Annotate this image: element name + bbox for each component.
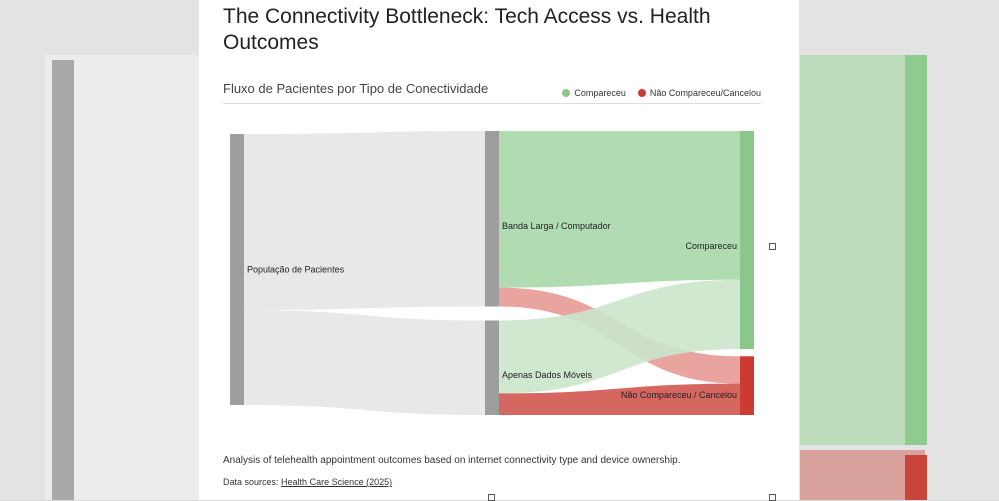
- legend-item-missed: Não Compareceu/Cancelou: [637, 88, 761, 98]
- legend-label-attended: Compareceu: [574, 88, 626, 98]
- link-mobile-to-missed[interactable]: [499, 383, 740, 415]
- legend-dot-missed: [637, 89, 646, 97]
- link-mobile-to-attended[interactable]: [499, 279, 740, 394]
- chart-title: Fluxo de Pacientes por Tipo de Conectivi…: [223, 81, 489, 96]
- sankey-nodes: [230, 131, 754, 415]
- node-missed[interactable]: [740, 356, 754, 415]
- legend-label-missed: Não Compareceu/Cancelou: [649, 88, 761, 98]
- sankey-chart: População de Pacientes Banda Larga / Comp…: [230, 131, 754, 415]
- node-marker-square: [769, 243, 776, 250]
- background-bar-left: [52, 60, 74, 500]
- data-sources: Data sources: Health Care Science (2025): [223, 477, 392, 487]
- node-label-missed: Não Compareceu / Cancelou: [621, 390, 737, 400]
- page-title: The Connectivity Bottleneck: Tech Access…: [223, 5, 711, 54]
- title-divider: [223, 103, 761, 104]
- node-mobile[interactable]: [485, 320, 499, 416]
- sources-label: Data sources:: [223, 477, 279, 487]
- node-label-pop: População de Pacientes: [247, 265, 345, 275]
- node-broad[interactable]: [485, 131, 499, 307]
- node-pop[interactable]: [230, 134, 244, 405]
- chart-description: Analysis of telehealth appointment outco…: [223, 455, 681, 466]
- node-attended[interactable]: [740, 131, 754, 350]
- legend-item-attended: Compareceu: [562, 88, 626, 98]
- background-bar-right-bottom: [905, 455, 927, 500]
- background-panel-right-bottom: [800, 450, 925, 500]
- sources-link[interactable]: Health Care Science (2025): [281, 477, 393, 487]
- legend: Compareceu Não Compareceu/Cancelou: [562, 88, 761, 98]
- node-label-broad: Banda Larga / Computador: [502, 221, 611, 231]
- legend-dot-attended: [562, 89, 571, 97]
- chart-card: The Connectivity Bottleneck: Tech Access…: [199, 0, 799, 501]
- link-broad-to-attended[interactable]: [499, 131, 740, 288]
- node-label-attended: Compareceu: [685, 241, 737, 251]
- link-pop-to-mobile[interactable]: [244, 310, 485, 415]
- background-panel-right: [800, 55, 925, 445]
- sankey-links: [244, 131, 740, 415]
- background-bar-right: [905, 55, 927, 445]
- link-pop-to-broad[interactable]: [244, 131, 485, 311]
- node-label-mobile: Apenas Dados Móveis: [502, 370, 593, 380]
